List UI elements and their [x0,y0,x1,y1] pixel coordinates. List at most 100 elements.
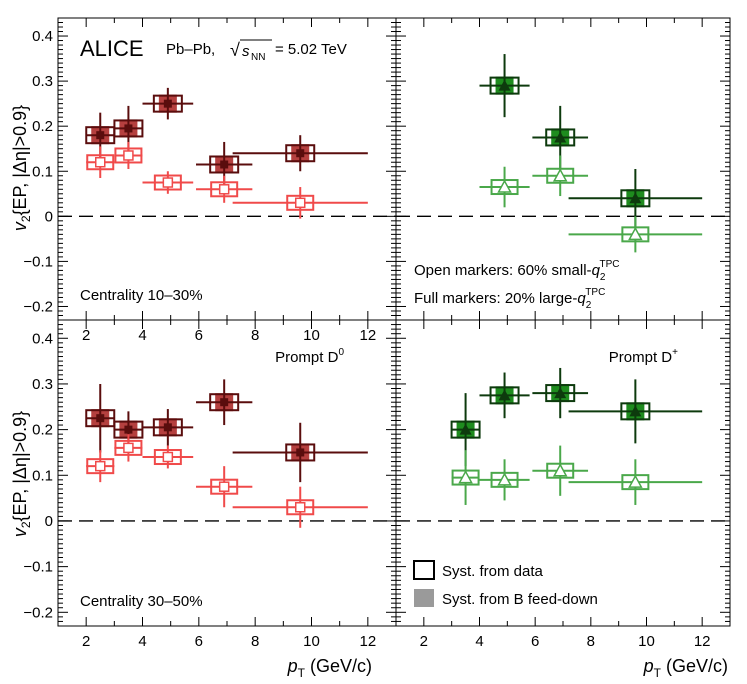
marker-triangle-full [554,131,567,143]
data-point [196,175,253,203]
marker-square-full [163,423,172,432]
data-point [532,155,589,197]
x-tick-label: 8 [251,633,259,650]
y-tick-label: 0.2 [32,422,53,439]
marker-square-full [220,160,229,169]
x-tick-label: 6 [531,633,539,650]
marker-square-full [124,425,133,434]
marker-triangle-full [459,423,472,435]
data-point [196,141,253,188]
marker-triangle-open [628,226,643,241]
marker-square-open [123,442,134,454]
panel-bottom-left: 2 4 6 8 10 12 −0.2 −0.1 0 0.1 0.2 0.3 0.4 Centrality … [23,319,397,650]
data-point [85,383,116,453]
data-point [114,434,143,462]
data-point [232,486,368,528]
x-tick-label: 10 [303,633,320,650]
legend-data-label: Syst. from data [442,563,544,580]
marker-triangle-open [552,463,568,477]
centrality-label: Centrality 30–50% [80,593,203,610]
x-tick-label: 2 [82,327,90,344]
x-tick-label: 4 [138,633,146,650]
x-tick-label: 10 [638,633,655,650]
marker-square-full [296,448,305,457]
data-point [479,54,530,118]
data-point [86,450,115,483]
data-point [568,379,703,444]
marker-triangle-full [498,79,511,91]
marker-square-open [218,481,230,492]
legend-bfd-label: Syst. from B feed-down [442,591,598,608]
species-label: Prompt D0 [275,347,344,366]
marker-square-open [95,460,106,472]
data-point [114,141,143,169]
panel-top-left: 2 4 6 8 10 12 −0.2 −0.1 0 0.1 0.2 0.3 0.4 Centrality … [23,17,397,344]
x-tick-label: 8 [251,327,259,344]
y-tick-label: 0.1 [32,467,53,484]
energy-value: = 5.02 TeV [275,41,347,58]
data-point [568,459,703,505]
energy-sqrt: √ [230,40,240,60]
y-tick-label: 0 [45,513,53,530]
data-point [142,409,194,446]
y-tick-label: 0 [45,208,53,225]
marker-square-full [296,149,305,158]
data-point [232,135,368,172]
marker-square-full [96,131,105,140]
marker-triangle-open [628,474,643,488]
marker-square-full [96,414,105,423]
marker-triangle-full [629,405,642,417]
y-tick-label: 0.3 [32,73,53,90]
data-point [142,445,194,469]
y-tick-label: 0.4 [32,28,53,45]
marker-triangle-open [497,472,512,486]
marker-square-open [294,197,306,209]
y-tick-label: 0.3 [32,376,53,393]
marker-square-full [220,398,229,407]
data-point [479,459,530,501]
marker-square-open [123,150,134,161]
marker-square-open [294,502,306,513]
data-point [532,445,589,496]
x-tick-label: 6 [195,327,203,344]
species-label: Prompt D+ [609,347,678,366]
marker-triangle-full [498,389,511,401]
experiment-label: ALICE [80,36,144,61]
y-tick-label: −0.2 [23,604,53,621]
y-axis-title-bottom: v2{EP, |Δη|>0.9} [10,411,33,537]
energy-nn: NN [251,52,265,63]
x-tick-label: 12 [359,633,376,650]
marker-triangle-open [458,470,473,484]
y-tick-label: 0.4 [32,330,53,347]
y-tick-label: 0.1 [32,163,53,180]
marker-square-open [218,184,230,195]
data-point [196,466,253,508]
open-markers-label: Open markers: 60% small-q2TPC [414,259,619,283]
y-tick-label: −0.2 [23,298,53,315]
x-tick-label: 2 [82,633,90,650]
data-point [532,367,589,419]
data-point [451,450,480,505]
legend-box-data [413,560,435,580]
marker-square-open [162,451,174,463]
marker-square-open [162,177,174,188]
y-axis-title-top: v2{EP, |Δη|>0.9} [10,105,33,231]
x-tick-label: 4 [138,327,146,344]
x-tick-label: 12 [359,327,376,344]
x-tick-label: 2 [420,633,428,650]
marker-square-full [124,124,133,133]
legend-box-bfd [414,589,434,607]
panel-frames: 2 4 6 8 10 12 −0.2 −0.1 0 0.1 0.2 0.3 0.4 Centrality … [23,17,731,650]
data-point [142,87,194,120]
energy-s: s [242,43,250,60]
panel-bottom-right: 2 4 6 8 10 12 Prompt D+ [395,319,731,650]
y-tick-label: −0.1 [23,559,53,576]
marker-triangle-full [554,387,567,399]
data-point [568,216,703,253]
data-point [479,166,530,208]
chart-marks [85,54,703,528]
centrality-label: Centrality 10–30% [80,287,203,304]
marker-square-full [163,99,172,108]
x-tick-label: 8 [587,633,595,650]
